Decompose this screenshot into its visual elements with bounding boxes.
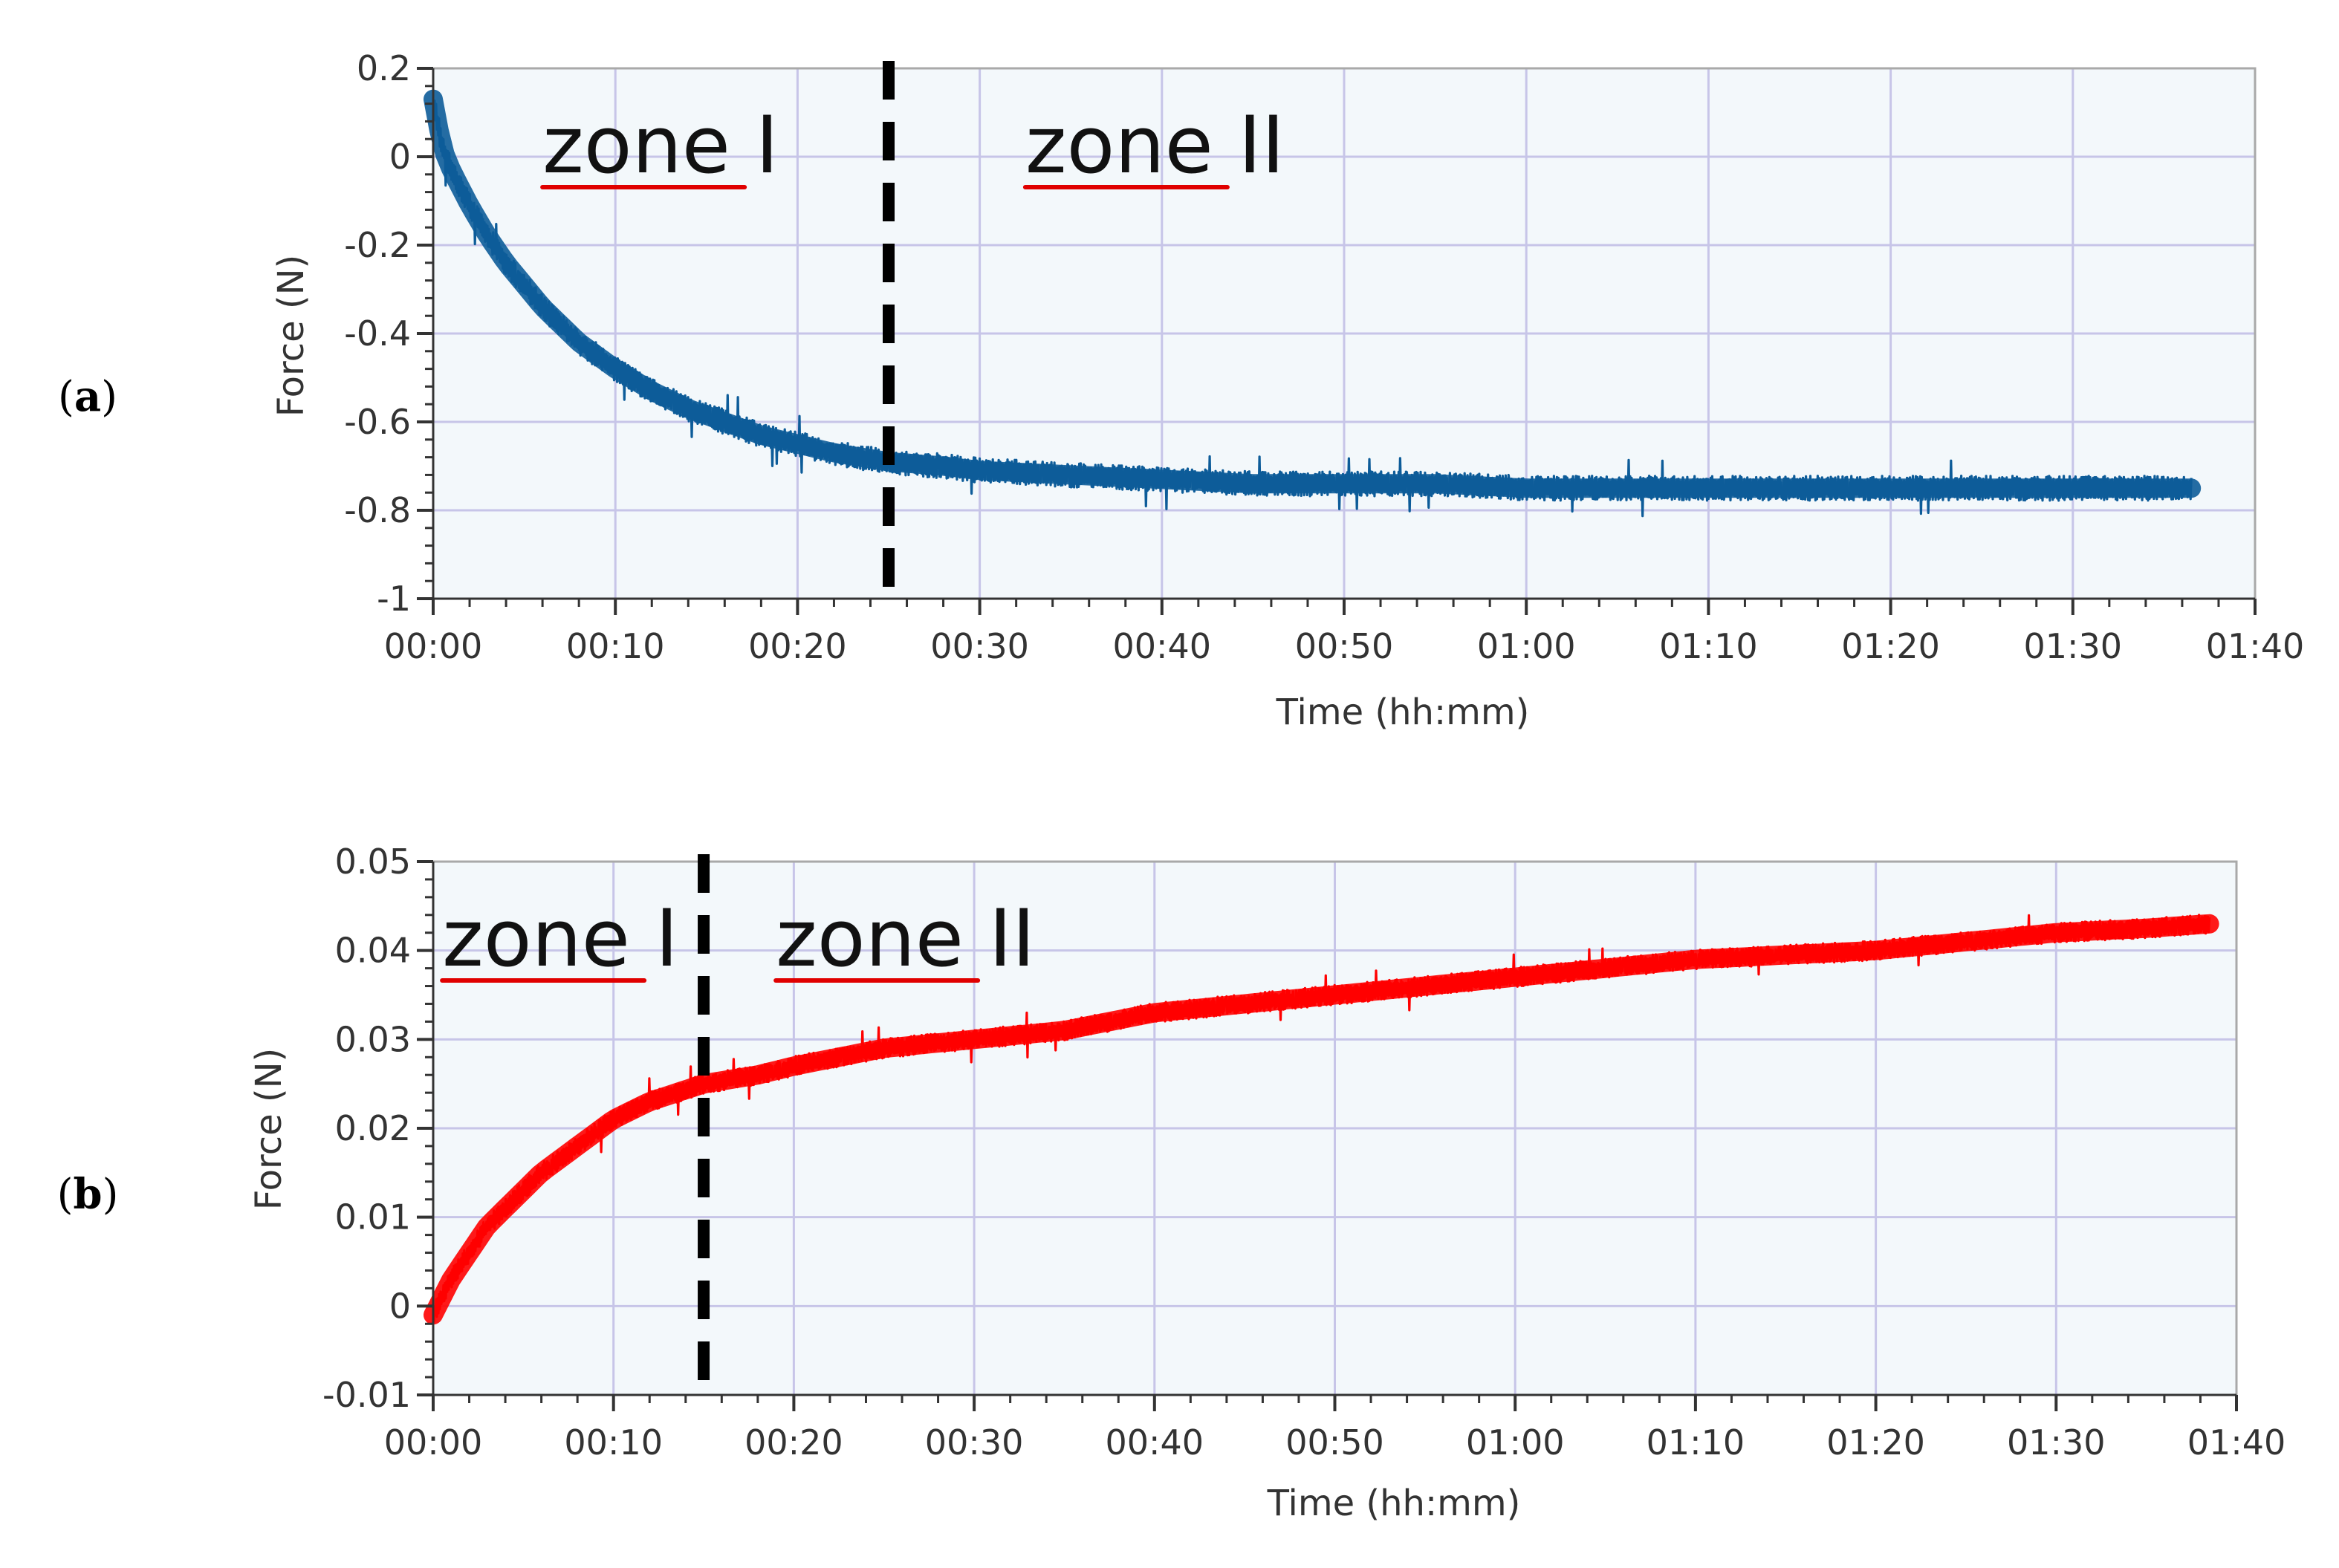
x-tick-label-a: 01:10 [1659, 626, 1758, 666]
y-tick-label-b: 0.02 [335, 1108, 411, 1148]
y-tick-label-a: -0.4 [344, 313, 411, 354]
zone-label-a-2: zone II [1025, 100, 1285, 191]
x-tick-label-a: 00:20 [748, 626, 847, 666]
y-tick-label-b: 0.05 [335, 842, 411, 882]
x-tick-label-b: 00:40 [1106, 1422, 1204, 1463]
x-tick-label-b: 01:20 [1826, 1422, 1925, 1463]
y-tick-label-b: 0.04 [335, 931, 411, 971]
x-tick-label-a: 00:30 [930, 626, 1029, 666]
data-series-band-a [424, 89, 2202, 498]
panel-label-b: (b) [57, 1170, 119, 1219]
y-tick-label-b: 0.01 [335, 1197, 411, 1237]
zone-label-b-1: zone I [442, 893, 678, 984]
x-axis-title-a: Time (hh:mm) [1276, 692, 1530, 733]
x-tick-label-b: 01:00 [1466, 1422, 1565, 1463]
y-tick-label-a: 0 [389, 137, 411, 177]
x-tick-label-a: 00:00 [384, 626, 483, 666]
x-tick-label-a: 00:40 [1113, 626, 1212, 666]
zone-label-a-1: zone I [542, 100, 779, 191]
y-axis-title-a: Force (N) [270, 255, 312, 417]
y-tick-label-a: -0.6 [344, 402, 411, 442]
x-tick-label-b: 01:30 [2007, 1422, 2106, 1463]
x-tick-label-a: 01:20 [1841, 626, 1940, 666]
y-tick-label-b: -0.01 [322, 1375, 411, 1415]
x-tick-label-b: 00:50 [1285, 1422, 1384, 1463]
x-tick-label-b: 00:20 [744, 1422, 843, 1463]
y-tick-label-b: 0.03 [335, 1019, 411, 1059]
y-axis-title-b: Force (N) [248, 1048, 290, 1210]
x-tick-label-a: 01:00 [1477, 626, 1576, 666]
data-series-band-b [424, 914, 2219, 1325]
x-tick-label-a: 01:30 [2024, 626, 2123, 666]
chart-panel-b: (b) Force (N) Time (hh:mm) zone I zone II… [57, 842, 2286, 1524]
y-tick-label-a: -0.2 [344, 225, 411, 265]
y-tick-label-a: -0.8 [344, 490, 411, 530]
x-tick-label-a: 00:50 [1295, 626, 1394, 666]
x-tick-label-a: 01:40 [2206, 626, 2305, 666]
chart-panel-a: (a) Force (N) Time (hh:mm) zone I zone II… [58, 48, 2304, 733]
x-tick-label-b: 00:30 [925, 1422, 1024, 1463]
x-tick-label-b: 01:10 [1647, 1422, 1745, 1463]
zone-label-b-2: zone II [776, 893, 1035, 984]
x-tick-label-b: 00:10 [564, 1422, 663, 1463]
x-tick-label-a: 00:10 [566, 626, 665, 666]
x-tick-label-b: 01:40 [2187, 1422, 2286, 1463]
y-tick-label-b: 0 [389, 1286, 411, 1326]
y-tick-label-a: 0.2 [357, 48, 411, 88]
x-axis-title-b: Time (hh:mm) [1267, 1483, 1521, 1524]
panel-label-a: (a) [58, 372, 117, 421]
x-tick-label-b: 00:00 [384, 1422, 483, 1463]
y-tick-label-a: -1 [377, 579, 411, 619]
